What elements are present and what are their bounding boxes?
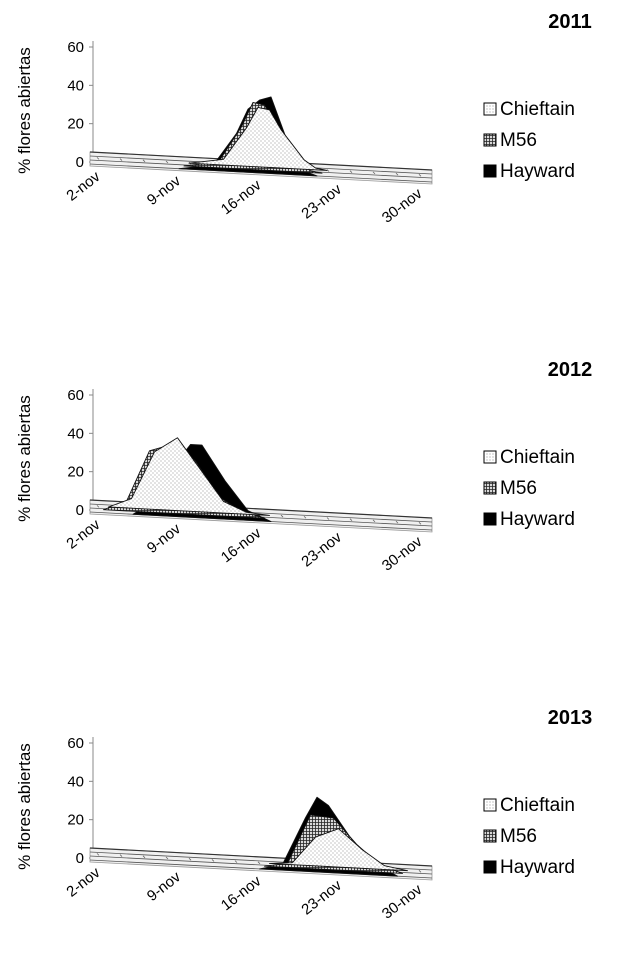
x-tick-label: 23-nov [298,529,345,571]
y-tick-label: 20 [67,116,84,133]
x-tick-label: 23-nov [298,877,345,919]
y-tick-label: 60 [67,735,84,752]
floor-dash [395,520,399,524]
chart-title: 2011 [548,11,591,33]
floor-dash [418,870,422,873]
chart-panel-2013: 2013 % flores abiertas 0 20 40 60 2-nov 9-nov 16… [15,707,592,923]
y-tick-label: 20 [67,464,84,481]
legend-entry: Hayward [500,509,575,530]
chart-title: 2012 [548,359,593,381]
chart-panel-2011: 2011 % flores abiertas 0 20 40 60 2-nov 9-nov 16… [15,11,592,227]
y-axis-label: % flores abiertas [15,395,34,522]
floor-dash [165,856,169,860]
y-tick-label: 40 [67,425,84,442]
legend-entry: Chieftain [500,99,575,120]
floor-dash [96,157,100,160]
floor-dash [418,174,422,177]
y-axis-label: % flores abiertas [15,743,34,870]
floor-dash [349,518,353,521]
y-tick-label: 0 [76,850,84,867]
floor-dash [96,505,100,508]
x-tick-label: 2-nov [63,168,103,205]
x-tick-label: 16-nov [218,176,265,218]
floor-dash [326,517,330,520]
floor-dash [119,158,123,161]
y-tick-label: 40 [67,773,84,790]
legend-entry: Hayward [500,161,575,182]
floor-dash [96,853,100,856]
series-area-Chieftain [188,106,328,171]
legend-swatch [483,450,497,464]
series-area-Chieftain [108,437,270,516]
floor-dash [395,172,399,176]
y-tick-label: 0 [76,502,84,519]
legend-entry: Hayward [500,857,575,878]
floor-dash [142,855,146,859]
x-tick-label: 9-nov [144,172,184,209]
x-tick-label: 30-nov [379,533,426,575]
legend-swatch [483,860,497,874]
y-tick-label: 60 [67,387,84,404]
legend-swatch [483,102,497,116]
legend-entry: M56 [500,826,537,847]
x-tick-label: 16-nov [218,524,265,566]
series-area-Chieftain [269,828,408,872]
x-tick-label: 30-nov [379,185,426,227]
y-tick-label: 40 [67,77,84,94]
x-tick-label: 30-nov [379,881,426,923]
legend-swatch [483,164,497,178]
chart-panel-2012: 2012 % flores abiertas 0 20 40 60 2-nov 9-nov 16… [15,359,592,575]
legend-swatch [483,829,497,843]
x-tick-label: 9-nov [144,520,184,557]
legend-swatch [483,481,497,495]
floor-dash [119,854,123,857]
legend-swatch [483,798,497,812]
y-axis-label: % flores abiertas [15,47,34,174]
floor-dash [418,522,422,525]
floor-dash [257,861,261,865]
floor-dash [372,171,376,175]
y-tick-label: 20 [67,812,84,829]
floor-dash [165,160,169,164]
legend-entry: M56 [500,478,537,499]
floor-dash [303,515,307,519]
floor-dash [280,514,284,518]
floor-dash [234,860,238,863]
chart-title: 2013 [548,707,593,729]
floor-dash [142,159,146,163]
floor-dash [372,519,376,523]
legend-entry: Chieftain [500,795,575,816]
floor-dash [188,857,192,861]
x-tick-label: 2-nov [63,516,103,553]
x-tick-label: 23-nov [298,181,345,223]
floor-dash [349,170,353,173]
floor-dash [326,169,330,172]
y-tick-label: 0 [76,154,84,171]
floor-dash [211,859,215,862]
x-tick-label: 2-nov [63,864,103,901]
legend-entry: M56 [500,130,537,151]
x-tick-label: 9-nov [144,868,184,905]
legend-entry: Chieftain [500,447,575,468]
legend-swatch [483,133,497,147]
y-tick-label: 60 [67,39,84,56]
x-tick-label: 16-nov [218,872,265,914]
legend-swatch [483,512,497,526]
